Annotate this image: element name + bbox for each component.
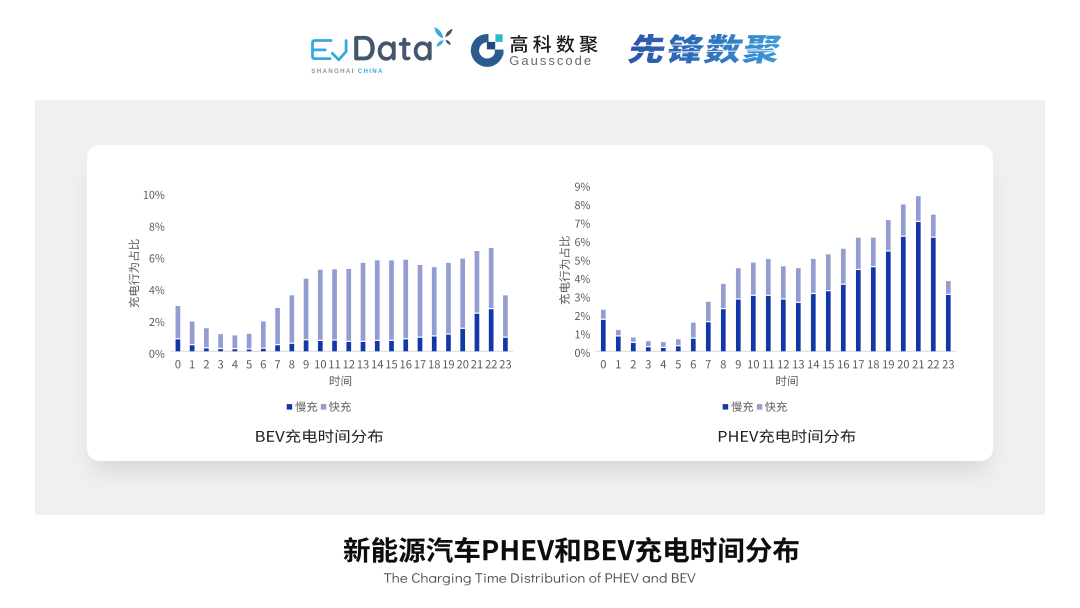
svg-text:Gausscode: Gausscode (509, 53, 593, 68)
svg-text:SHANGHAI CHINA: SHANGHAI CHINA (311, 68, 384, 75)
